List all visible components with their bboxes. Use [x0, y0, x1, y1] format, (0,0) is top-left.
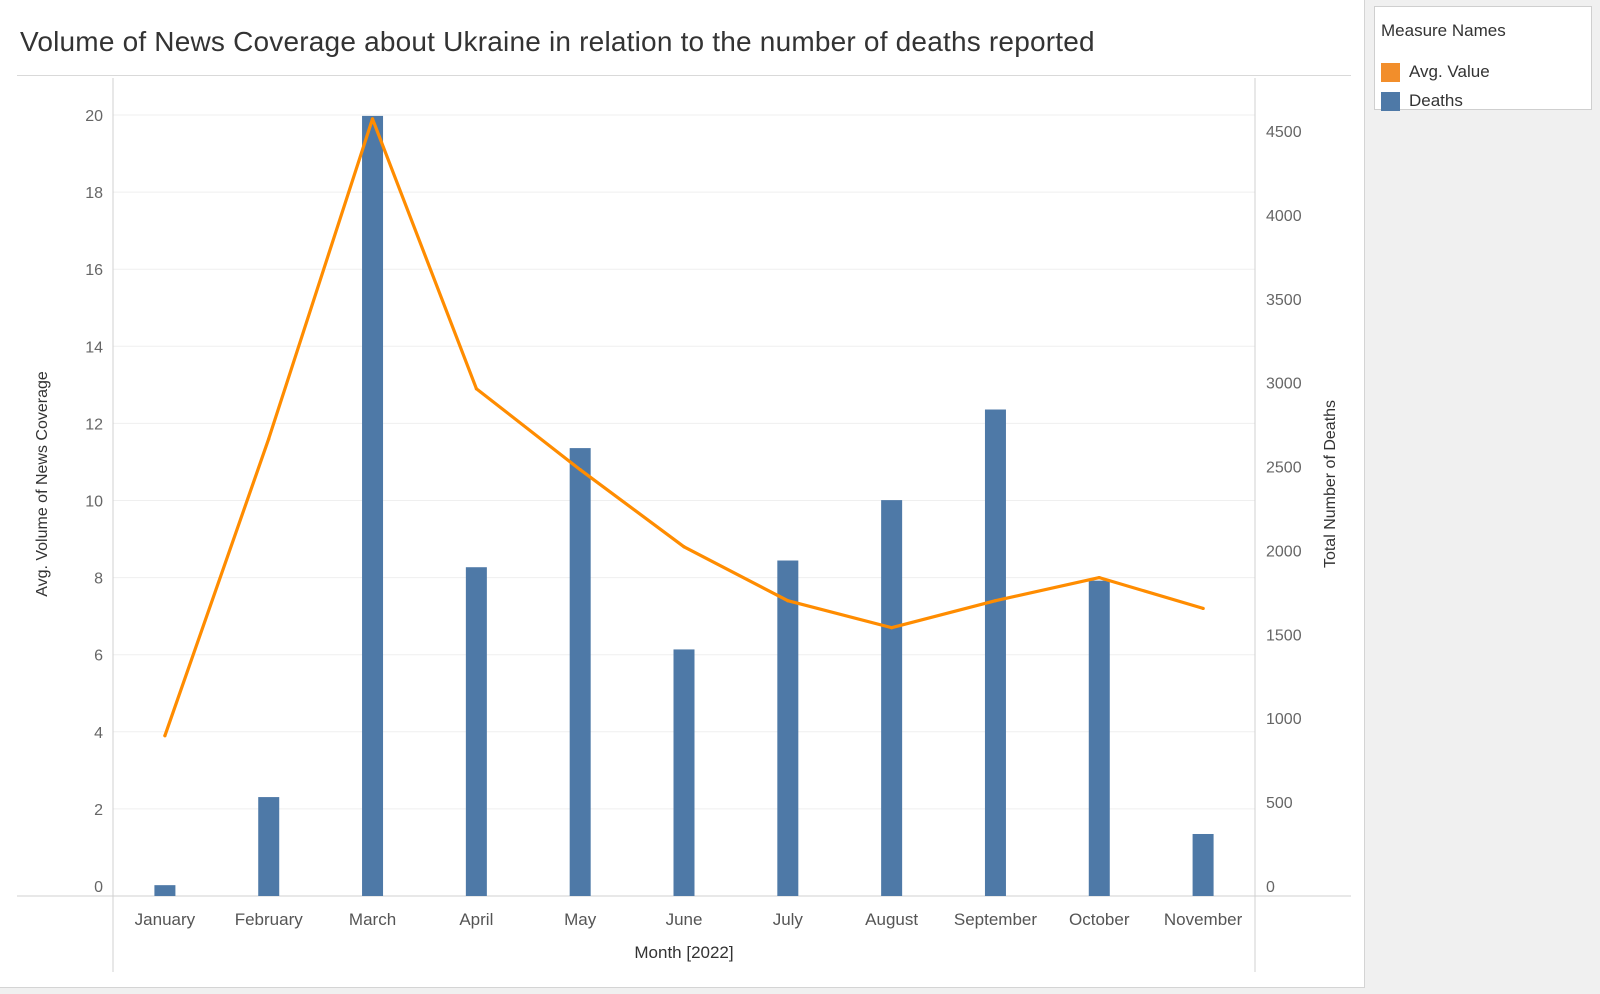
avg-value-polyline[interactable] [163, 117, 1205, 738]
title-divider [17, 75, 1351, 76]
legend: Measure Names Avg. Value Deaths [1374, 6, 1592, 112]
deaths-bar-january[interactable] [154, 885, 176, 896]
chart-plot: 0 2 4 6 8 10 12 14 16 18 20 0 500 1000 1500 2000 2500 30… [17, 78, 1351, 972]
deaths-bar-august[interactable] [881, 500, 903, 896]
x-tick-label-august: August [865, 910, 918, 929]
legend-item-avg-value[interactable]: Avg. Value [1381, 61, 1490, 83]
avg-value-point-november[interactable] [1201, 606, 1205, 611]
legend-title: Measure Names [1381, 21, 1506, 40]
right-tick-label: 0 [1266, 879, 1275, 896]
x-axis-title: Month [2022] [634, 943, 733, 962]
left-tick-label: 8 [94, 571, 103, 588]
avg-value-point-february[interactable] [267, 437, 271, 441]
legend-label-avg-value: Avg. Value [1409, 62, 1490, 81]
right-tick-label: 1500 [1266, 627, 1302, 644]
chart-title: Volume of News Coverage about Ukraine in… [20, 26, 1095, 57]
avg-value-point-october[interactable] [1097, 576, 1101, 580]
x-tick-label-july: July [773, 910, 804, 929]
chart-panel: Volume of News Coverage about Ukraine in… [0, 0, 1365, 988]
avg-value-point-august[interactable] [890, 626, 894, 630]
avg-value-line [163, 117, 1205, 738]
left-tick-label: 12 [85, 416, 103, 433]
left-axis-title: Avg. Volume of News Coverage [34, 371, 51, 597]
right-tick-label: 4000 [1266, 208, 1302, 225]
legend-swatch-avg-value [1381, 62, 1400, 82]
right-tick-label: 3000 [1266, 376, 1302, 393]
deaths-bar-july[interactable] [777, 560, 799, 896]
x-tick-label-october: October [1069, 910, 1130, 929]
left-tick-label: 14 [85, 339, 103, 356]
right-tick-label: 2000 [1266, 543, 1302, 560]
x-tick-label-may: May [564, 910, 597, 929]
deaths-bar-october[interactable] [1088, 580, 1110, 896]
x-tick-label-january: January [135, 910, 196, 929]
avg-value-point-july[interactable] [786, 599, 790, 603]
right-tick-label: 1000 [1266, 711, 1302, 728]
x-tick-label-november: November [1164, 910, 1243, 929]
right-tick-label: 2500 [1266, 460, 1302, 477]
avg-value-point-april[interactable] [474, 387, 478, 391]
left-tick-label: 10 [85, 494, 103, 511]
avg-value-point-september[interactable] [993, 599, 998, 603]
right-tick-label: 4500 [1266, 124, 1302, 141]
x-tick-label-february: February [235, 910, 304, 929]
right-tick-label: 3500 [1266, 292, 1302, 309]
x-tick-label-april: April [459, 910, 493, 929]
deaths-bar-april[interactable] [465, 567, 487, 896]
deaths-bars [154, 115, 1214, 896]
left-tick-label: 18 [85, 185, 103, 202]
deaths-bar-february[interactable] [258, 797, 280, 896]
right-axis-title: Total Number of Deaths [1322, 400, 1339, 568]
x-tick-label-june: June [666, 910, 703, 929]
deaths-bar-march[interactable] [362, 115, 384, 896]
left-tick-label: 0 [94, 879, 103, 896]
right-axis-ticks: 0 500 1000 1500 2000 2500 3000 3500 4000 4500 [1266, 124, 1302, 896]
right-tick-label: 500 [1266, 795, 1293, 812]
legend-label-deaths: Deaths [1409, 91, 1463, 110]
x-tick-label-march: March [349, 910, 396, 929]
x-axis-ticks: January February March April May June July Augu… [135, 910, 1243, 929]
avg-value-point-june[interactable] [682, 545, 686, 549]
deaths-bar-november[interactable] [1192, 833, 1214, 896]
legend-swatch-deaths [1381, 91, 1400, 111]
avg-value-point-may[interactable] [578, 468, 582, 472]
deaths-bar-may[interactable] [569, 448, 591, 896]
left-tick-label: 6 [94, 648, 103, 665]
x-tick-label-september: September [954, 910, 1037, 929]
legend-item-deaths[interactable]: Deaths [1381, 90, 1463, 112]
left-tick-label: 4 [94, 725, 103, 742]
left-axis-ticks: 0 2 4 6 8 10 12 14 16 18 20 [85, 108, 103, 896]
deaths-bar-june[interactable] [673, 649, 695, 896]
left-tick-label: 20 [85, 108, 103, 125]
deaths-bar-september[interactable] [984, 409, 1006, 896]
left-tick-label: 16 [85, 262, 103, 279]
avg-value-point-january[interactable] [163, 734, 167, 738]
left-tick-label: 2 [94, 802, 103, 819]
gridlines [113, 114, 1255, 810]
avg-value-point-march[interactable] [370, 117, 375, 121]
